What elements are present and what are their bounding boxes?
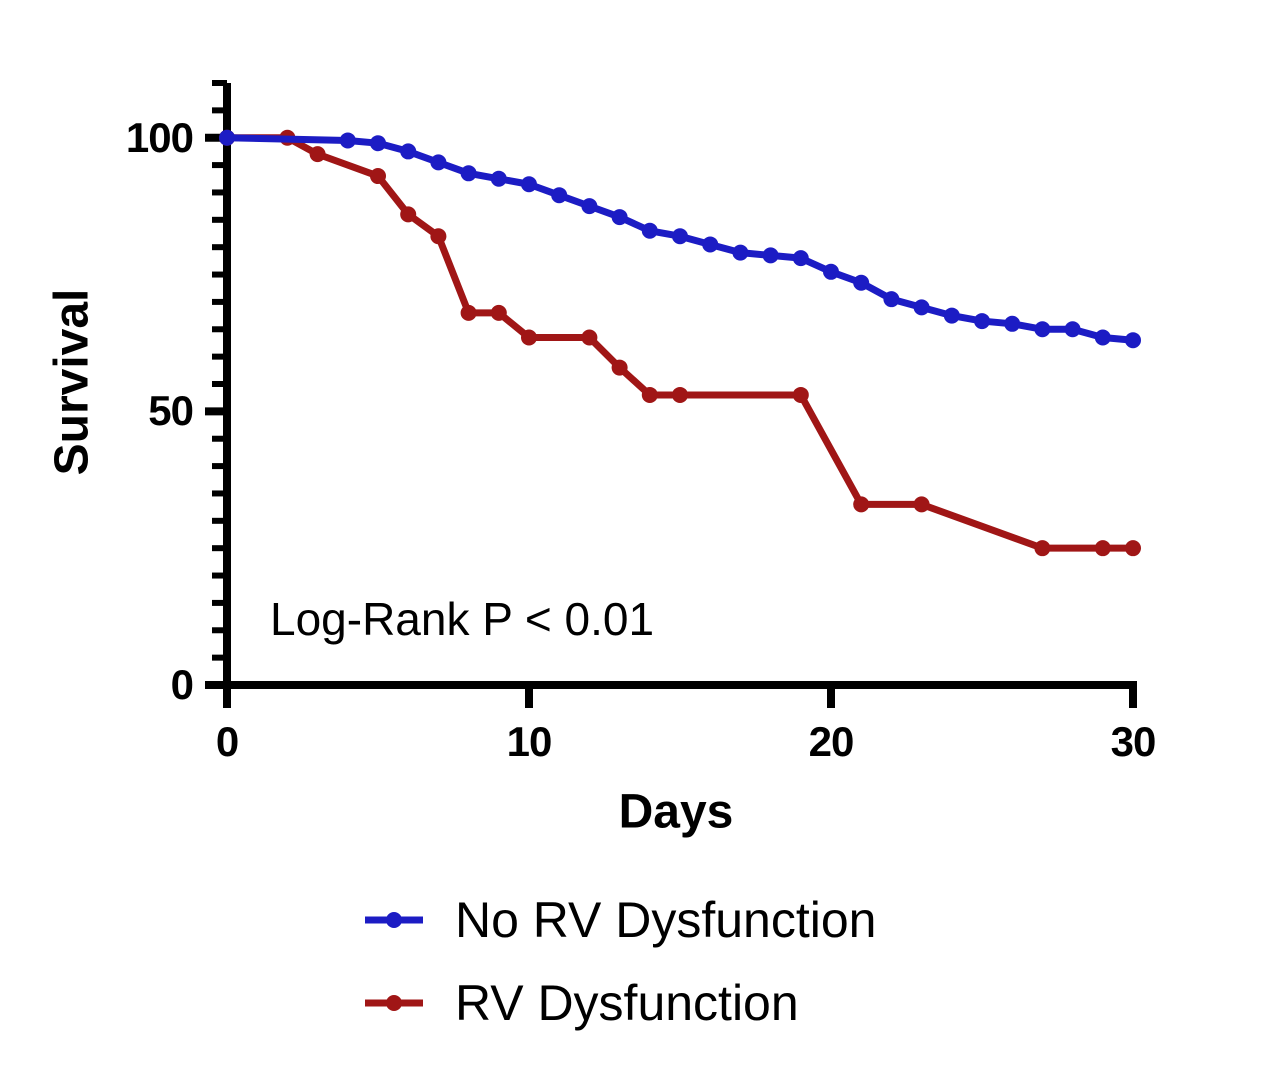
legend-item-rv-dysfunction: RV Dysfunction: [365, 973, 799, 1033]
y-axis-tick-label-100: 100: [125, 113, 194, 161]
log-rank-annotation: Log-Rank P < 0.01: [270, 593, 655, 645]
series-rv-dysfunction: [219, 129, 1141, 557]
series-no-rv-dysfunction: [219, 129, 1141, 349]
y-axis-tick-label-50: 50: [148, 387, 194, 435]
legend-line-marker-icon: [365, 912, 423, 928]
y-axis-minor-ticks: [212, 80, 227, 661]
y-axis-tick-label-0: 0: [170, 661, 194, 708]
x-axis-ticks: [223, 685, 1137, 708]
legend-label: No RV Dysfunction: [455, 892, 877, 948]
legend-line-marker-icon: [365, 995, 423, 1011]
x-axis-tick-label-30: 30: [1110, 718, 1157, 765]
x-axis-tick-label-20: 20: [808, 718, 855, 765]
x-axis-title: Days: [618, 785, 734, 839]
legend-item-no-rv-dysfunction: No RV Dysfunction: [365, 890, 876, 950]
y-axis-title: Survival: [45, 288, 99, 476]
x-axis-tick-label-10: 10: [506, 718, 553, 765]
x-axis-tick-label-0: 0: [215, 718, 239, 765]
legend-label: RV Dysfunction: [455, 975, 799, 1031]
